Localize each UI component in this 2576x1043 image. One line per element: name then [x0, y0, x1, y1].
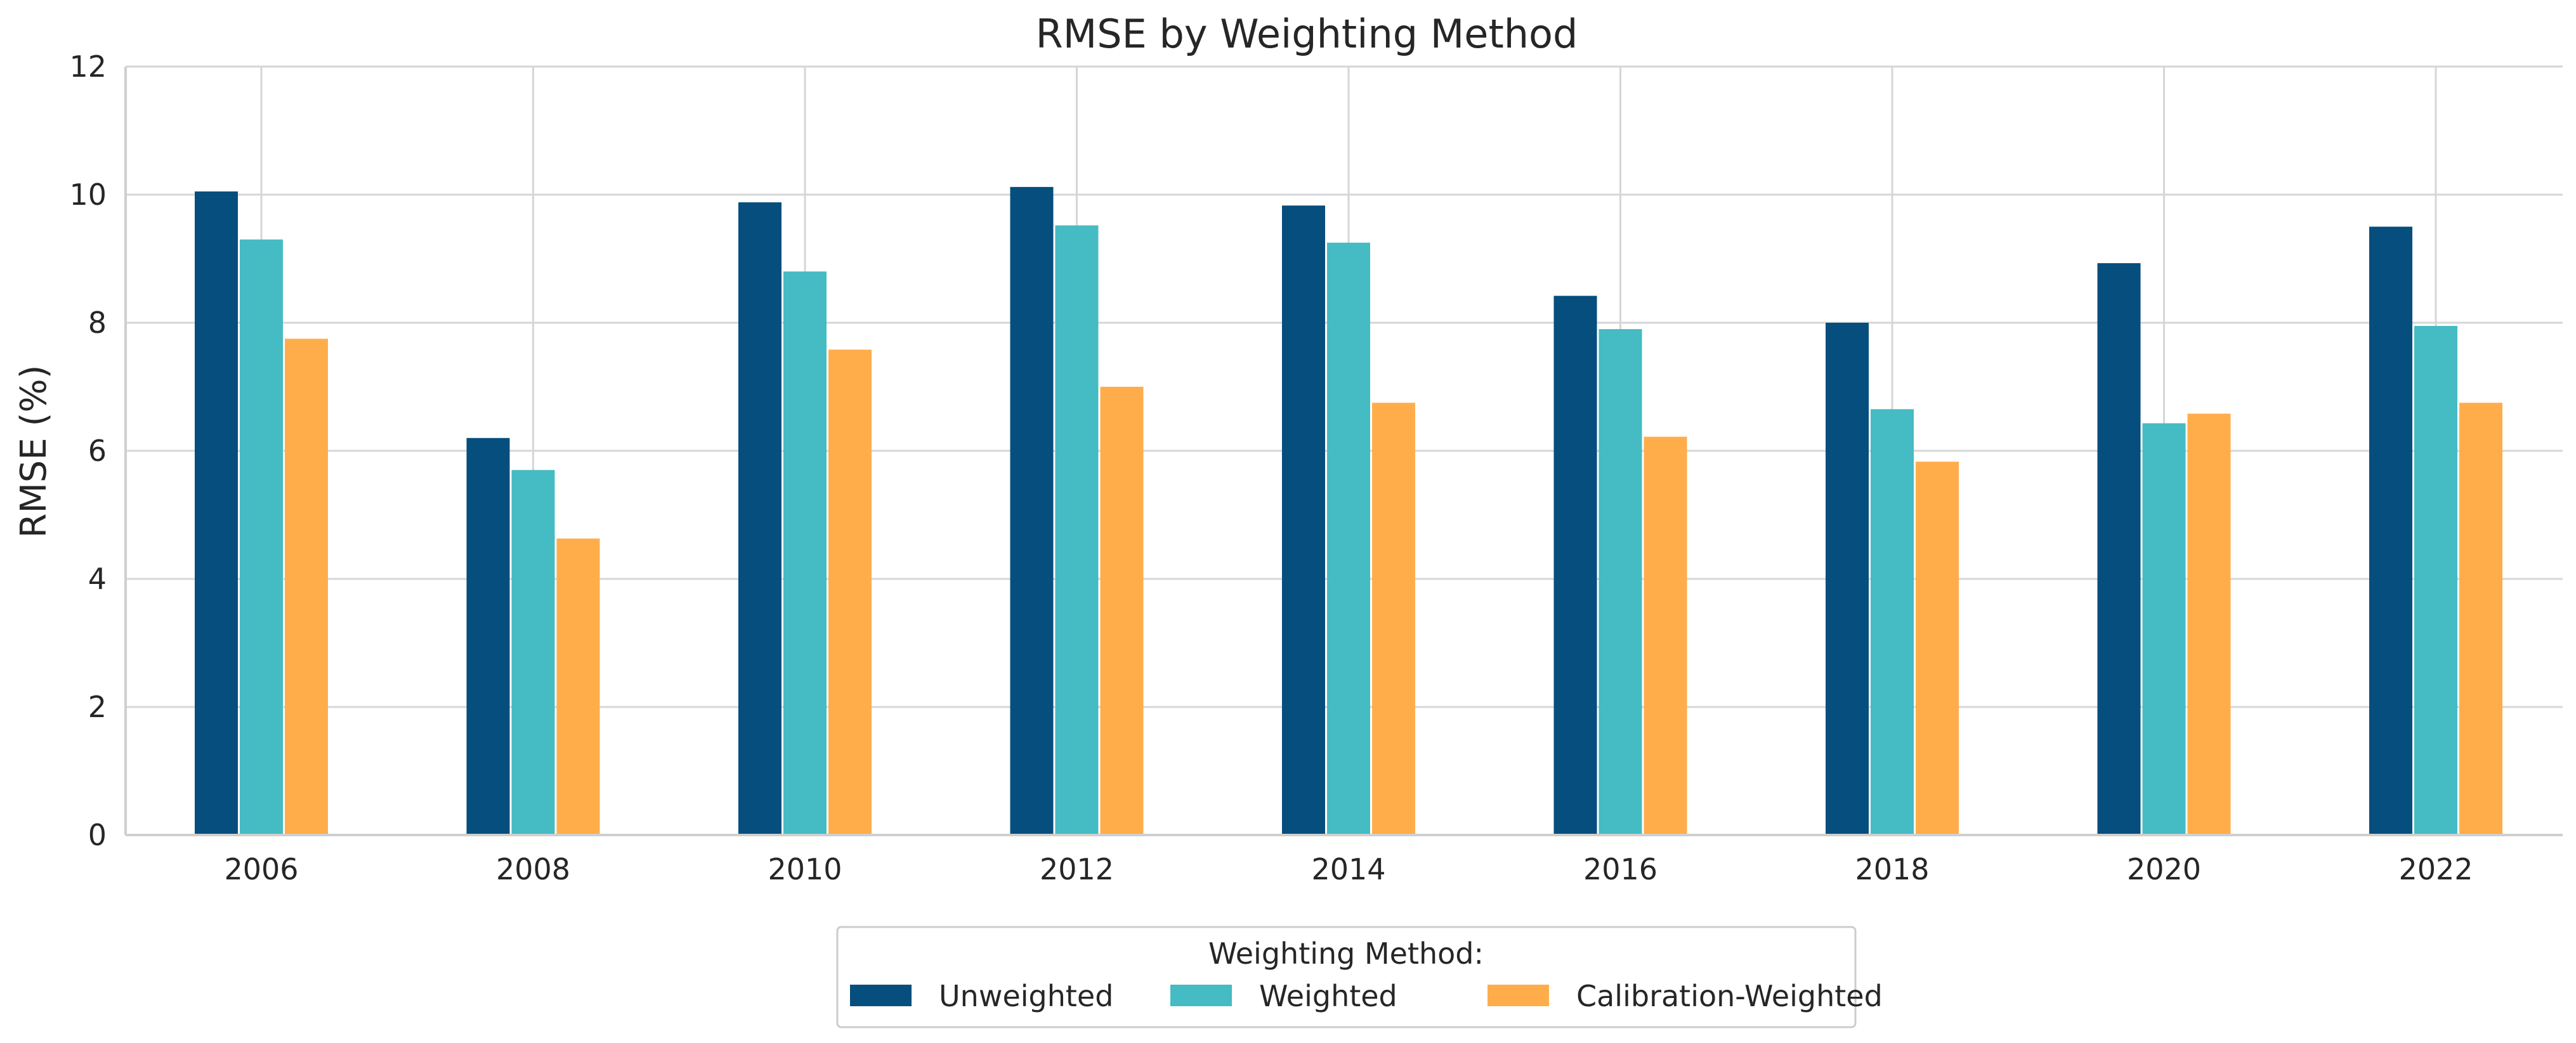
x-tick-label: 2006: [224, 852, 298, 886]
legend-label: Unweighted: [939, 979, 1113, 1013]
legend-entries: Unweighted Weighted Calibration-Weighted: [850, 979, 1883, 1013]
bar-unweighted-2014: [1282, 205, 1325, 835]
legend-frame: [836, 926, 1857, 1028]
bar-weighted-2006: [240, 239, 283, 835]
bar-unweighted-2018: [1826, 323, 1869, 835]
legend-swatch: [1170, 985, 1232, 1006]
x-tick-label: 2018: [1855, 852, 1929, 886]
chart-title: RMSE by Weighting Method: [1036, 11, 1578, 57]
bar-calibration-weighted-2010: [828, 349, 872, 835]
bar-weighted-2014: [1327, 242, 1370, 835]
legend: Weighting Method: Unweighted Weighted Cali…: [836, 926, 1883, 1028]
axes-layer: [124, 67, 2563, 836]
tick-labels-layer: 0 2 4 6 8 10 12 2006 2008 2010 2012 2014 2016 2018 202…: [69, 49, 2473, 886]
y-tick-label: 10: [69, 178, 107, 212]
bar-unweighted-2008: [466, 437, 510, 835]
bar-unweighted-2010: [738, 202, 781, 835]
y-tick-label: 12: [69, 49, 107, 84]
bars-layer: [195, 186, 2502, 836]
x-tick-label: 2020: [2127, 852, 2201, 886]
bar-weighted-2022: [2414, 326, 2457, 835]
bar-unweighted-2022: [2369, 226, 2412, 835]
x-tick-label: 2022: [2398, 852, 2473, 886]
y-tick-label: 2: [88, 690, 107, 724]
legend-swatch: [850, 985, 912, 1006]
x-tick-label: 2016: [1583, 852, 1657, 886]
bar-unweighted-2012: [1010, 186, 1054, 835]
bar-unweighted-2016: [1553, 295, 1597, 836]
bar-weighted-2016: [1599, 329, 1642, 835]
x-tick-label: 2012: [1040, 852, 1114, 886]
bar-calibration-weighted-2022: [2459, 403, 2502, 835]
x-tick-label: 2008: [496, 852, 570, 886]
bar-weighted-2008: [511, 470, 555, 835]
legend-label: Calibration-Weighted: [1576, 979, 1883, 1013]
bar-unweighted-2020: [2097, 263, 2141, 835]
bar-weighted-2020: [2142, 423, 2186, 835]
bar-calibration-weighted-2006: [285, 339, 328, 835]
y-axis-label: RMSE (%): [13, 365, 55, 538]
y-tick-label: 6: [88, 434, 107, 468]
bar-calibration-weighted-2016: [1644, 436, 1687, 835]
y-tick-label: 8: [88, 306, 107, 340]
legend-label: Weighted: [1259, 979, 1397, 1013]
bar-calibration-weighted-2012: [1100, 387, 1144, 835]
bar-weighted-2010: [783, 271, 827, 835]
legend-title: Weighting Method:: [1208, 936, 1484, 971]
legend-swatch: [1487, 985, 1549, 1006]
bar-calibration-weighted-2020: [2187, 413, 2231, 835]
bar-calibration-weighted-2008: [556, 538, 600, 835]
bar-calibration-weighted-2018: [1916, 462, 1959, 835]
bar-weighted-2012: [1055, 225, 1099, 836]
bar-weighted-2018: [1871, 409, 1914, 835]
x-tick-label: 2014: [1311, 852, 1385, 886]
bar-unweighted-2006: [195, 191, 238, 835]
x-tick-label: 2010: [768, 852, 842, 886]
y-tick-label: 4: [88, 562, 107, 596]
y-tick-label: 0: [88, 818, 107, 852]
bar-calibration-weighted-2014: [1372, 403, 1415, 835]
